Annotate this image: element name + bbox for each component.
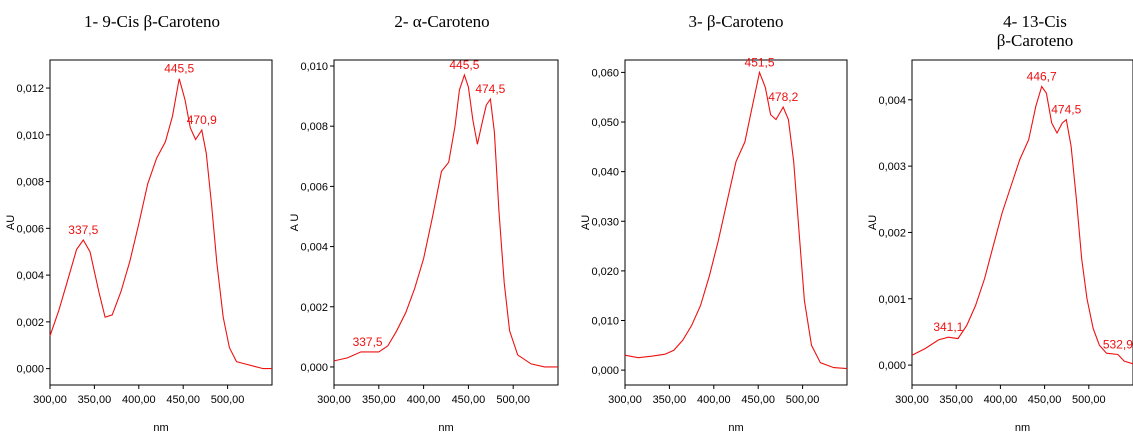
chart4-x-tick-label: 400,00: [984, 394, 1018, 406]
chart4-y-tick-label: 0,001: [878, 294, 906, 306]
chart2-y-axis-label: A U: [289, 214, 301, 232]
chart1-title: 1- 9-Cis β-Caroteno: [84, 12, 220, 31]
chart3-spectrum-line: [624, 70, 848, 370]
chart3-x-axis-label: nm: [728, 422, 743, 434]
chart3-x-tick-label: 450,00: [741, 394, 775, 406]
chart1-y-tick-label: 0,004: [16, 270, 44, 282]
chart2-x-tick-label: 300,00: [317, 394, 351, 406]
chart2-y-tick-label: 0,004: [300, 242, 328, 254]
chart1-x-axis-label: nm: [153, 422, 168, 434]
chart3-y-tick-label: 0,000: [591, 365, 619, 377]
chart4-title-line-1: 4- 13-Cis: [1003, 12, 1067, 31]
chart2-x-tick-label: 400,00: [407, 394, 441, 406]
chart2-peak-label: 445,5: [449, 58, 479, 72]
chart2-y-tick-label: 0,008: [300, 121, 328, 133]
chart2-y-tick-label: 0,006: [300, 181, 328, 193]
chart1-x-tick-label: 350,00: [78, 394, 112, 406]
chart2-peak-label: 337,5: [353, 335, 383, 349]
chart3-peak-label: 478,2: [768, 90, 798, 104]
chart2-x-tick-label: 350,00: [362, 394, 396, 406]
chart1-y-tick-label: 0,000: [16, 364, 44, 376]
chart2-x-tick-label: 450,00: [452, 394, 486, 406]
chart3-x-tick-label: 350,00: [653, 394, 687, 406]
chart4-title-line-2: β-Caroteno: [997, 31, 1074, 50]
chart1-y-tick-label: 0,012: [16, 83, 44, 95]
chart2-x-tick-label: 500,00: [496, 394, 530, 406]
chart4-x-tick-label: 450,00: [1028, 394, 1062, 406]
chart1-x-tick-label: 450,00: [166, 394, 200, 406]
chart1-y-axis-label: AU: [5, 215, 17, 230]
chart3-y-tick-label: 0,020: [591, 266, 619, 278]
chart4-peak-label: 446,7: [1027, 70, 1057, 84]
chart4-plot-frame: [911, 59, 1133, 386]
chart3-x-tick-label: 500,00: [786, 394, 820, 406]
chart3-plot-frame: [624, 59, 848, 386]
chart3-x-tick-label: 400,00: [697, 394, 731, 406]
chart3-y-axis-label: AU: [580, 215, 592, 230]
chart3-title: 3- β-Caroteno: [688, 12, 783, 31]
chart1-y-tick-label: 0,002: [16, 317, 44, 329]
chart4-peak-label: 474,5: [1051, 103, 1081, 117]
chart4-x-axis-label: nm: [1015, 422, 1030, 434]
chart2-x-axis-label: nm: [438, 422, 453, 434]
chart2-y-tick-label: 0,000: [300, 362, 328, 374]
chart1-spectrum-line: [49, 78, 272, 370]
chart4-peak-label: 532,9: [1103, 337, 1133, 351]
chart4-spectrum-line: [911, 85, 1133, 365]
chart4-y-tick-label: 0,004: [878, 95, 906, 107]
chart1-plot-frame: [49, 59, 273, 386]
chart1-peak-label: 470,9: [187, 113, 217, 127]
chart3-y-tick-label: 0,060: [591, 67, 619, 79]
chart3-y-tick-label: 0,040: [591, 167, 619, 179]
chart3-x-tick-label: 300,00: [608, 394, 642, 406]
chart4-title: 4- 13-Cis β-Caroteno: [997, 12, 1074, 50]
chart2-plot-frame: [333, 59, 559, 386]
chart3-y-tick-label: 0,030: [591, 216, 619, 228]
chart4-x-tick-label: 300,00: [895, 394, 929, 406]
chart-3: 3- β-Caroteno 0,000 0,010 0,020 0,030 0,040 0,…: [580, 12, 848, 434]
chart-1: 1- 9-Cis β-Caroteno 0,000 0,002 0,004 0,006 0…: [5, 12, 273, 434]
chart3-y-tick-label: 0,010: [591, 315, 619, 327]
chart4-y-tick-label: 0,002: [878, 227, 906, 239]
chart3-y-tick-label: 0,050: [591, 117, 619, 129]
chart1-peak-label: 445,5: [164, 62, 194, 76]
chart1-x-tick-label: 300,00: [33, 394, 67, 406]
chart4-x-tick-label: 350,00: [939, 394, 973, 406]
chart1-y-tick-label: 0,008: [16, 177, 44, 189]
chart4-y-axis-label: AU: [867, 215, 879, 230]
chart-4: 4- 13-Cis β-Caroteno 0,000 0,001 0,002 0,003 0…: [867, 12, 1133, 434]
chart3-peak-label: 451,5: [745, 55, 775, 69]
chart2-y-tick-label: 0,002: [300, 302, 328, 314]
chart1-peak-label: 337,5: [68, 223, 98, 237]
chart4-peak-label: 341,1: [933, 320, 963, 334]
chart2-title: 2- α-Caroteno: [394, 12, 489, 31]
chart2-spectrum-line: [333, 73, 558, 368]
chart1-y-tick-label: 0,010: [16, 130, 44, 142]
chart-2: 2- α-Caroteno 0,000 0,002 0,004 0,006 0,008 0,…: [289, 12, 559, 434]
chart1-x-tick-label: 500,00: [211, 394, 245, 406]
chart2-peak-label: 474,5: [475, 82, 505, 96]
chart4-y-tick-label: 0,003: [878, 161, 906, 173]
chart1-y-tick-label: 0,006: [16, 223, 44, 235]
chart2-y-tick-label: 0,010: [300, 61, 328, 73]
chart4-y-tick-label: 0,000: [878, 360, 906, 372]
chart4-x-tick-label: 500,00: [1072, 394, 1106, 406]
chart1-x-tick-label: 400,00: [122, 394, 156, 406]
